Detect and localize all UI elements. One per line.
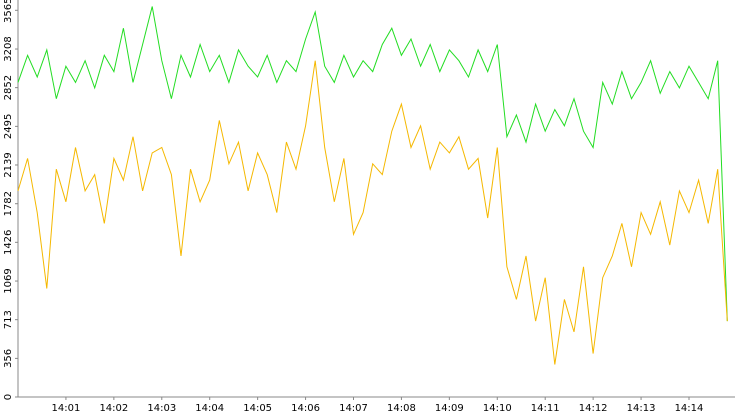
x-tick-label: 14:07 (339, 403, 368, 414)
x-tick-label: 14:09 (435, 403, 464, 414)
x-tick-label: 14:01 (52, 403, 81, 414)
y-tick-label: 3208 (3, 36, 14, 61)
y-tick-label: 1426 (3, 230, 14, 255)
x-tick-label: 14:14 (675, 403, 704, 414)
y-tick-label: 3565 (3, 0, 14, 23)
y-tick-label: 2139 (3, 152, 14, 177)
y-tick-label: 1069 (3, 268, 14, 293)
x-tick-label: 14:05 (243, 403, 272, 414)
y-tick-label: 1782 (3, 191, 14, 216)
x-tick-label: 14:10 (483, 403, 512, 414)
y-tick-label: 356 (3, 349, 14, 368)
x-tick-label: 14:12 (579, 403, 608, 414)
x-tick-label: 14:08 (387, 403, 416, 414)
y-tick-label: 713 (3, 310, 14, 329)
x-tick-label: 14:13 (627, 403, 656, 414)
x-tick-label: 14:06 (291, 403, 320, 414)
y-tick-label: 2495 (3, 114, 14, 139)
y-tick-label: 0 (3, 394, 14, 400)
series-line (17, 6, 728, 322)
x-tick-label: 14:04 (195, 403, 224, 414)
x-tick-label: 14:02 (99, 403, 128, 414)
series-line (17, 60, 728, 365)
x-tick-label: 14:11 (531, 403, 560, 414)
y-tick-label: 2852 (3, 75, 14, 100)
x-tick-label: 14:03 (147, 403, 176, 414)
